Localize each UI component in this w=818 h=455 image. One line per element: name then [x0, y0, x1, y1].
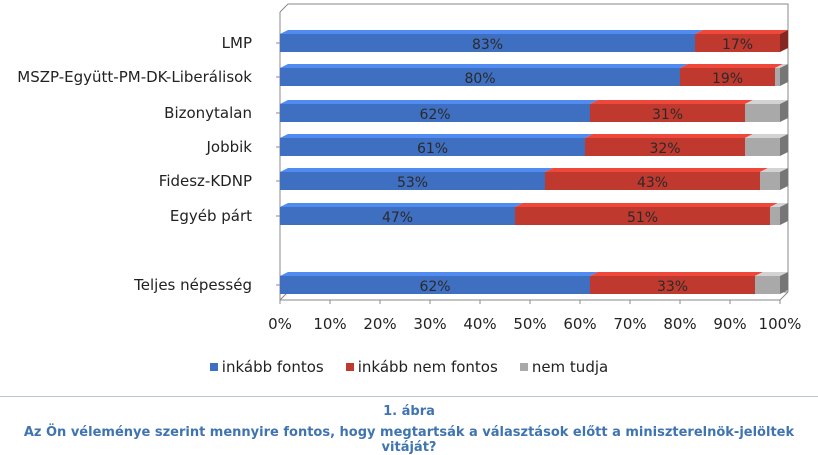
figure-number: 1. ábra — [383, 404, 435, 419]
plot-edge — [779, 291, 789, 301]
bar-side — [780, 134, 788, 156]
bar-top-0 — [280, 30, 703, 34]
bar-top-1 — [585, 134, 753, 138]
bar-2 — [745, 138, 780, 156]
data-label: 19% — [712, 71, 743, 87]
x-tick-label: 30% — [413, 315, 446, 333]
bar-1 — [590, 276, 755, 294]
category-label: Fidesz-KDNP — [159, 172, 252, 190]
category-label: LMP — [222, 34, 252, 52]
x-tick-label: 20% — [363, 315, 396, 333]
bar-1 — [515, 207, 770, 225]
legend: inkább fontos inkább nem fontos nem tudj… — [0, 358, 818, 376]
bar-side — [780, 100, 788, 122]
x-tick-label: 50% — [513, 315, 546, 333]
data-label: 32% — [649, 141, 680, 157]
legend-swatch-red — [345, 363, 354, 371]
divider — [0, 396, 818, 397]
chart: 0% 10% 20% 30% 40% 50% 60% 70% 80% 90% 100% LMP 83% 1… — [17, 3, 802, 333]
legend-label: inkább nem fontos — [357, 358, 498, 376]
bar-1 — [695, 34, 780, 52]
bar-top-2 — [745, 100, 788, 104]
bar-top-0 — [280, 203, 523, 207]
bar-0 — [280, 276, 590, 294]
bar-top-2 — [760, 168, 788, 172]
bar-top-1 — [695, 30, 788, 34]
data-label: 61% — [417, 141, 448, 157]
bar-2 — [755, 276, 780, 294]
bar-side — [780, 168, 788, 190]
data-label: 31% — [652, 107, 683, 123]
bar-0 — [280, 34, 695, 52]
bar-top-1 — [590, 100, 753, 104]
bar-side — [780, 64, 788, 86]
data-label: 51% — [627, 210, 658, 226]
bar-1 — [590, 104, 745, 122]
plot-edge — [279, 3, 289, 13]
bar-2 — [760, 172, 780, 190]
bar-0 — [280, 138, 585, 156]
x-tick-label: 40% — [463, 315, 496, 333]
category-label: Jobbik — [206, 138, 253, 156]
data-label: 62% — [419, 279, 450, 295]
data-label: 17% — [722, 37, 753, 53]
bar-0 — [280, 104, 590, 122]
data-label: 83% — [472, 37, 503, 53]
category-label: Teljes népesség — [133, 276, 252, 294]
bar-1 — [585, 138, 745, 156]
bar-0 — [280, 207, 515, 225]
bar-top-2 — [775, 64, 788, 68]
bar-2 — [770, 207, 780, 225]
bar-top-1 — [590, 272, 763, 276]
figure-caption: Az Ön véleménye szerint mennyire fontos,… — [23, 425, 795, 455]
bar-top-2 — [770, 203, 788, 207]
data-label: 47% — [382, 210, 413, 226]
legend-item-nem-tudja: nem tudja — [519, 358, 609, 376]
data-label: 62% — [419, 107, 450, 123]
legend-item-inkabb-fontos: inkább fontos — [209, 358, 324, 376]
x-tick-label: 100% — [759, 315, 802, 333]
legend-label: nem tudja — [531, 358, 609, 376]
stacked-bar-chart: 0% 10% 20% 30% 40% 50% 60% 70% 80% 90% 100% LMP 83% 1… — [17, 3, 802, 333]
bar-1 — [680, 68, 775, 86]
legend-swatch-blue — [209, 363, 218, 371]
legend-item-inkabb-nem-fontos: inkább nem fontos — [345, 358, 498, 376]
data-label: 43% — [637, 175, 668, 191]
plot-back-wall — [288, 3, 789, 292]
x-tick-label: 80% — [663, 315, 696, 333]
bar-top-0 — [280, 64, 688, 68]
bar-side — [780, 272, 788, 294]
x-tick-label: 10% — [313, 315, 346, 333]
x-tick-label: 60% — [563, 315, 596, 333]
category-label: MSZP-Együtt-PM-DK-Liberálisok — [17, 68, 252, 86]
bar-side — [780, 30, 788, 52]
bar-top-1 — [545, 168, 768, 172]
bar-2 — [745, 104, 780, 122]
bar-0 — [280, 172, 545, 190]
category-label: Bizonytalan — [164, 104, 252, 122]
bar-top-0 — [280, 100, 598, 104]
bar-1 — [545, 172, 760, 190]
data-label: 53% — [397, 175, 428, 191]
bar-0 — [280, 68, 680, 86]
x-tick-label: 0% — [268, 315, 292, 333]
data-label: 33% — [657, 279, 688, 295]
bar-top-2 — [755, 272, 788, 276]
bar-top-1 — [680, 64, 783, 68]
x-tick-label: 90% — [713, 315, 746, 333]
bar-side — [780, 203, 788, 225]
data-label: 80% — [464, 71, 495, 87]
bar-2 — [775, 68, 780, 86]
legend-label: inkább fontos — [221, 358, 324, 376]
bar-top-1 — [515, 203, 778, 207]
x-tick-label: 70% — [613, 315, 646, 333]
legend-swatch-gray — [519, 363, 528, 371]
bar-top-0 — [280, 272, 598, 276]
bar-top-0 — [280, 168, 553, 172]
bar-top-0 — [280, 134, 593, 138]
bar-top-2 — [745, 134, 788, 138]
category-label: Egyéb párt — [170, 207, 252, 225]
